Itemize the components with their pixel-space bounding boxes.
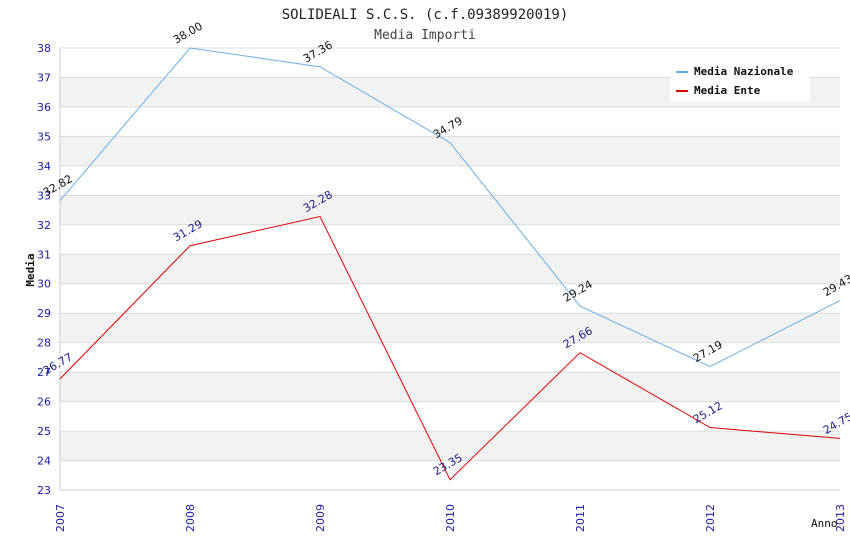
chart-title: SOLIDEALI S.C.S. (c.f.09389920019) [282,7,569,23]
y-tick-label: 25 [37,425,51,438]
series-line-media-ente [59,215,841,481]
grid-band [60,372,840,402]
x-tick-label: 2009 [314,504,327,532]
grid-band [60,313,840,343]
y-axis-label: Media [24,253,37,286]
grid-band [60,342,840,373]
y-tick-label: 24 [37,455,51,468]
legend-box [670,60,810,102]
y-tick-label: 31 [37,248,51,261]
y-ticks: 23 24 25 26 27 28 29 30 31 32 33 34 35 36 37 38 [37,42,51,497]
x-tick-label: 2012 [704,504,717,532]
y-tick-label: 27 [37,366,51,379]
x-tick-label: 2010 [444,504,457,532]
grid-band [60,106,840,137]
y-tick-label: 23 [37,484,51,497]
data-label: 38.00 [171,20,205,47]
grid-bands [60,48,840,490]
y-tick-label: 32 [37,219,51,232]
y-tick-label: 30 [37,278,51,291]
y-tick-label: 26 [37,396,51,409]
x-axis-label: Anno [811,517,838,530]
x-tick-label: 2007 [54,504,67,532]
x-tick-label: 2013 [834,504,847,532]
grid-band [60,165,840,196]
legend-label-media-nazionale: Media Nazionale [694,65,794,78]
grid-band [60,254,840,284]
chart-subtitle: Media Importi [374,28,476,43]
y-tick-label: 35 [37,130,51,143]
series-lines [59,47,841,481]
x-ticks: 2007 2008 2009 2010 2011 2012 2013 [54,504,847,532]
y-tick-label: 36 [37,101,51,114]
grid-band [60,195,840,225]
x-tick-label: 2011 [574,504,587,532]
grid-band [60,224,840,255]
y-tick-label: 37 [37,71,51,84]
x-tick-label: 2008 [184,504,197,532]
series-line-media-nazionale [59,47,841,368]
grid-band [60,460,840,490]
legend: Media Nazionale Media Ente [670,60,810,102]
grid-band [60,401,840,432]
grid-band [60,431,840,461]
y-tick-label: 38 [37,42,51,55]
y-tick-label: 29 [37,307,51,320]
y-tick-label: 28 [37,337,51,350]
y-tick-label: 34 [37,160,51,173]
grid-band [60,136,840,166]
legend-label-media-ente: Media Ente [694,84,761,97]
grid-band [60,283,840,314]
y-tick-label: 33 [37,189,51,202]
